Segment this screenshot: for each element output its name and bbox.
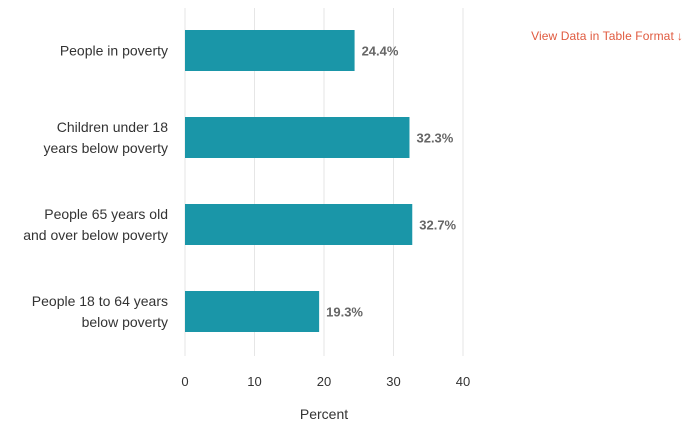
- value-label-2: 32.7%: [419, 218, 456, 233]
- x-tick-label-2: 20: [317, 374, 331, 389]
- x-tick-label-4: 40: [456, 374, 470, 389]
- category-label-0: People in poverty: [60, 43, 168, 59]
- category-label-3-line-1: below poverty: [82, 314, 168, 330]
- category-label-2-line-1: and over below poverty: [23, 227, 168, 243]
- bar-1[interactable]: [185, 117, 410, 158]
- value-label-3: 19.3%: [326, 305, 363, 320]
- category-label-2-line-0: People 65 years old: [44, 206, 168, 222]
- value-label-0: 24.4%: [362, 44, 399, 59]
- bar-layer: [185, 30, 413, 332]
- x-tick-label-1: 10: [247, 374, 261, 389]
- view-table-link[interactable]: View Data in Table Format ↓: [531, 29, 683, 43]
- category-label-1-line-0: Children under 18: [57, 119, 169, 135]
- bar-2[interactable]: [185, 204, 413, 245]
- bar-0[interactable]: [185, 30, 355, 71]
- value-label-layer: 24.4% 32.3% 32.7% 19.3%: [326, 44, 456, 320]
- x-axis-title: Percent: [300, 406, 348, 422]
- down-arrow-icon: ↓: [676, 29, 683, 43]
- x-tick-label-0: 0: [181, 374, 188, 389]
- category-label-layer: People in poverty Children under 18 years …: [23, 43, 168, 331]
- category-label-0-line-0: People in poverty: [60, 43, 168, 59]
- category-label-1-line-1: years below poverty: [43, 140, 168, 156]
- bar-3[interactable]: [185, 291, 320, 332]
- x-tick-label-3: 30: [386, 374, 400, 389]
- category-label-3: People 18 to 64 years below poverty: [32, 293, 168, 330]
- category-label-3-line-0: People 18 to 64 years: [32, 293, 168, 309]
- view-table-link-label: View Data in Table Format: [531, 29, 674, 43]
- category-label-2: People 65 years old and over below povert…: [23, 206, 168, 243]
- x-tick-layer: 0 10 20 30 40: [181, 374, 470, 389]
- value-label-1: 32.3%: [416, 131, 453, 146]
- category-label-1: Children under 18 years below poverty: [43, 119, 168, 156]
